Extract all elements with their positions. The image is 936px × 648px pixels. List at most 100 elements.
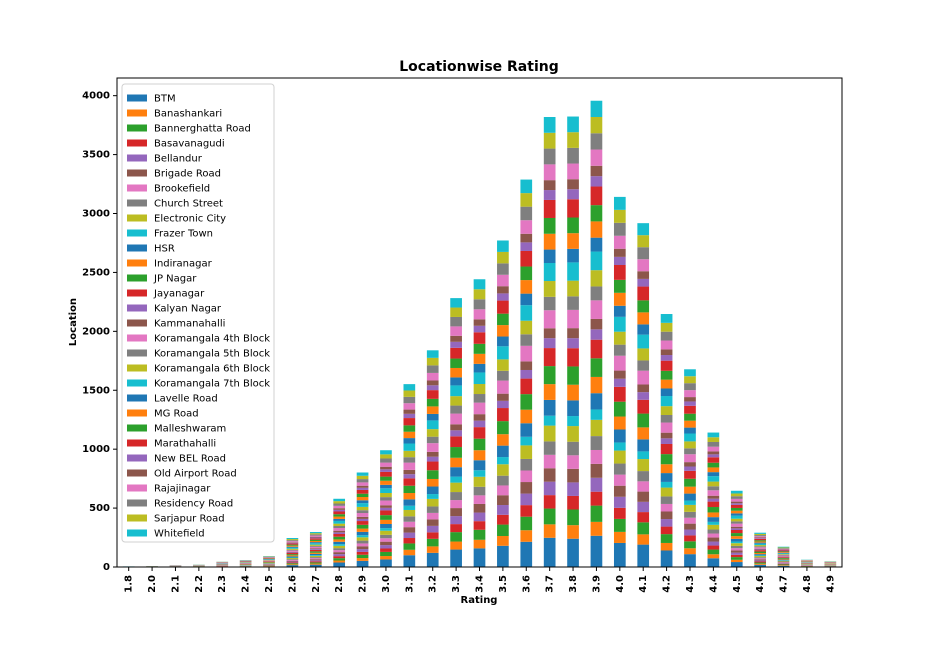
- bar-segment: [590, 521, 603, 536]
- legend-label: Malleshwaram: [154, 424, 226, 435]
- bar-segment: [286, 556, 299, 558]
- bar-segment: [497, 475, 509, 486]
- bar-segment: [426, 470, 439, 479]
- bar-segment: [637, 413, 650, 428]
- bar-segment: [777, 559, 790, 561]
- bar-segment: [754, 554, 766, 556]
- y-tick-label: 1500: [82, 385, 110, 396]
- bar-segment: [590, 205, 603, 222]
- bar-segment: [707, 549, 720, 555]
- bar-segment: [380, 471, 392, 477]
- bar-segment: [660, 379, 673, 389]
- bar-segment: [613, 222, 626, 236]
- bar-segment: [286, 552, 299, 553]
- x-axis-label: Rating: [461, 595, 498, 606]
- legend-swatch: [127, 394, 147, 402]
- bar-segment: [520, 505, 533, 517]
- bar-segment: [567, 495, 579, 510]
- legend-swatch: [127, 199, 147, 207]
- bar-segment: [660, 487, 673, 497]
- bar-segment: [356, 537, 369, 541]
- legend-label: Kalyan Nagar: [154, 304, 222, 315]
- bar-segment: [333, 554, 346, 557]
- bar-segment: [380, 559, 392, 567]
- bar-segment: [497, 293, 509, 301]
- bar-segment: [450, 358, 462, 368]
- bar-segment: [309, 536, 322, 538]
- bar-segment: [613, 370, 626, 379]
- bar-segment: [637, 501, 650, 513]
- bar-segment: [520, 345, 533, 362]
- bar-segment: [590, 358, 603, 377]
- bar-segment: [520, 369, 533, 379]
- bar-segment: [309, 555, 322, 556]
- bar-segment: [473, 363, 486, 373]
- bar-segment: [730, 490, 743, 494]
- bar-segment: [684, 511, 696, 518]
- bar-segment: [730, 530, 743, 534]
- bar-segment: [684, 470, 696, 479]
- legend-label: Residency Road: [154, 499, 233, 510]
- bar-segment: [567, 482, 579, 496]
- bar-segment: [543, 468, 556, 482]
- bar-segment: [754, 563, 766, 565]
- bar-segment: [590, 393, 603, 410]
- bar-segment: [426, 498, 439, 507]
- bar-segment: [286, 559, 299, 560]
- bar-segment: [613, 518, 626, 532]
- legend-label: Marathahalli: [154, 439, 216, 450]
- bar-segment: [777, 554, 790, 555]
- bar-segment: [286, 564, 299, 566]
- bar-segment: [684, 548, 696, 555]
- bar-segment: [730, 515, 743, 519]
- bar-segment: [777, 558, 790, 560]
- bar-segment: [426, 506, 439, 513]
- bar-segment: [730, 550, 743, 553]
- bar-segment: [754, 538, 766, 541]
- bar-segment: [473, 325, 486, 333]
- bar-segment: [684, 383, 696, 391]
- bar-segment: [684, 390, 696, 398]
- bar-segment: [613, 256, 626, 265]
- bar-segment: [426, 436, 439, 444]
- bar-segment: [613, 542, 626, 567]
- bar-segment: [684, 427, 696, 434]
- bar-segment: [473, 309, 486, 320]
- legend-swatch: [127, 319, 147, 327]
- bar-segment: [356, 521, 369, 525]
- legend-swatch: [127, 304, 147, 312]
- bar-segment: [520, 482, 533, 494]
- bar-segment: [590, 251, 603, 271]
- bar-segment: [707, 457, 720, 463]
- bar-segment: [473, 460, 486, 471]
- bar-segment: [309, 555, 322, 558]
- bar-segment: [754, 558, 766, 560]
- bar-segment: [543, 495, 556, 509]
- legend-swatch: [127, 454, 147, 462]
- bar-segment: [660, 443, 673, 455]
- bar-segment: [403, 521, 416, 528]
- bar-segment: [426, 525, 439, 533]
- bar-segment: [286, 559, 299, 561]
- bar-segment: [754, 536, 766, 538]
- legend-swatch: [127, 244, 147, 252]
- bar-segment: [777, 563, 790, 564]
- bar-segment: [403, 462, 416, 470]
- bar-segment: [473, 332, 486, 344]
- bar-segment: [543, 233, 556, 250]
- bar-segment: [660, 473, 673, 482]
- bar-segment: [403, 438, 416, 444]
- legend-label: Koramangala 4th Block: [154, 334, 270, 345]
- x-tick-label: 2.6: [287, 575, 298, 593]
- bar-segment: [450, 335, 462, 342]
- bar-segment: [403, 505, 416, 510]
- bar-segment: [497, 545, 509, 567]
- bar-segment: [637, 348, 650, 361]
- bar-segment: [333, 520, 346, 524]
- x-tick-label: 3.9: [591, 575, 602, 593]
- bar-segment: [497, 505, 509, 515]
- bar-segment: [637, 384, 650, 393]
- bar-segment: [684, 478, 696, 487]
- bar-segment: [286, 561, 299, 563]
